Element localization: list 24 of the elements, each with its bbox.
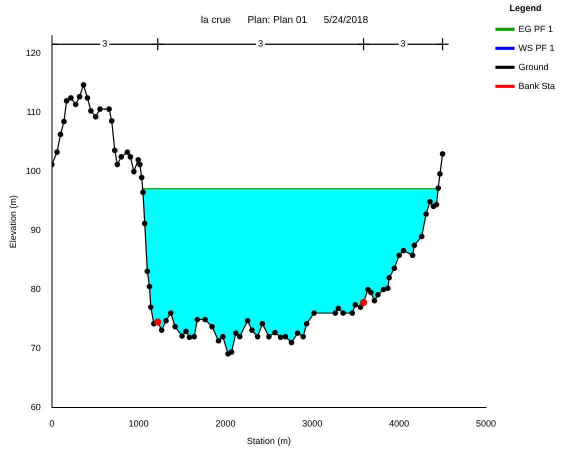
x-tick-label: 3000	[302, 418, 322, 428]
legend-label: EG PF 1	[518, 24, 553, 34]
y-tick-label: 110	[26, 107, 41, 118]
legend-label: WS PF 1	[518, 42, 554, 53]
y-tick-label: 100	[26, 166, 41, 176]
y-axis-title: Elevation (m)	[8, 195, 18, 248]
y-tick-label: 90	[30, 225, 41, 236]
annotation: 3	[400, 38, 406, 49]
legend-label: Ground	[518, 62, 549, 72]
y-tick-label: 120	[26, 48, 41, 58]
annotation: 3	[102, 38, 108, 49]
legend-title: Legend	[509, 2, 542, 13]
y-tick-label: 80	[30, 284, 41, 294]
chart-title: la crue Plan: Plan 01 5/24/2018	[200, 14, 369, 26]
x-tick-label: 5000	[476, 418, 496, 428]
y-tick-label: 60	[30, 402, 41, 412]
x-tick-label: 4000	[389, 418, 410, 428]
annotation: 3	[258, 38, 264, 49]
x-axis-title: Station (m)	[246, 436, 291, 446]
x-tick-label: 1000	[128, 418, 149, 428]
y-tick-label: 70	[30, 342, 41, 353]
x-tick-label: 0	[49, 418, 54, 428]
x-tick-label: 2000	[215, 418, 236, 428]
legend-label: Bank Sta	[518, 80, 556, 91]
